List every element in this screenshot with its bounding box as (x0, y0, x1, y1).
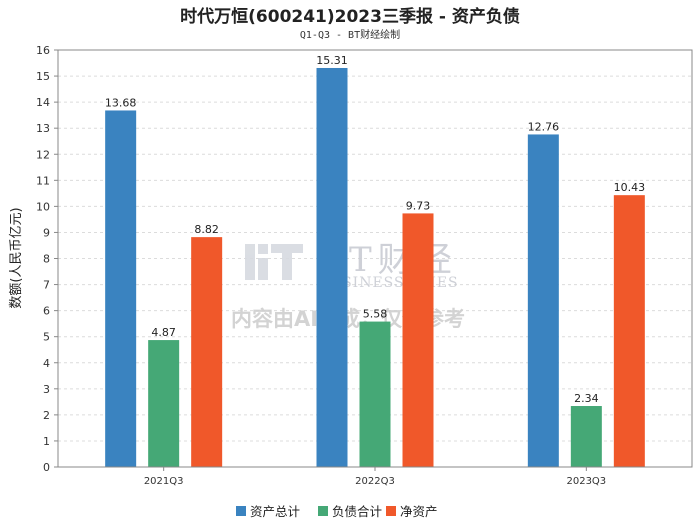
bar-2-2 (613, 195, 645, 467)
value-labels: 13.68 4.87 8.82 15.31 5.58 9.73 12.76 2.34 10.43 (105, 54, 645, 405)
value-label-1-2: 2.34 (574, 392, 599, 405)
bar-1-2 (570, 406, 602, 467)
y-tick-label: 9 (43, 226, 50, 239)
grid-lines (58, 75, 692, 442)
legend-label-1: 负债合计 (332, 504, 382, 519)
value-label-1-1: 5.58 (363, 308, 388, 321)
y-tick-label: 12 (36, 148, 50, 161)
y-tick-label: 16 (36, 44, 50, 57)
y-tick-label: 14 (36, 96, 50, 109)
watermark-logo (245, 244, 303, 280)
y-tick-label: 4 (43, 357, 50, 370)
bars (105, 67, 645, 467)
x-tick-label: 2022Q3 (355, 476, 395, 487)
bar-2-1 (402, 213, 434, 467)
legend: 资产总计 负债合计 净资产 (236, 504, 438, 519)
y-tick-label: 3 (43, 383, 50, 396)
bar-1-1 (359, 321, 391, 467)
legend-swatch-0 (236, 506, 246, 516)
bar-2-0 (191, 237, 223, 467)
bar-0-0 (105, 110, 137, 467)
chart-title: 时代万恒(600241)2023三季报 - 资产负债 (180, 6, 520, 27)
y-tick-label: 11 (36, 174, 50, 187)
y-tick-label: 0 (43, 461, 50, 474)
chart-subtitle: Q1-Q3 - BT财经绘制 (300, 28, 400, 41)
y-tick-label: 6 (43, 305, 50, 318)
legend-swatch-2 (386, 506, 396, 516)
value-label-1-0: 4.87 (151, 326, 176, 339)
bar-1-0 (148, 340, 180, 467)
bar-0-2 (527, 134, 559, 467)
legend-label-0: 资产总计 (250, 504, 300, 519)
y-tick-label: 5 (43, 331, 50, 344)
value-label-0-1: 15.31 (316, 54, 348, 67)
y-axis-label: 数额(人民币亿元) (9, 207, 24, 308)
y-tick-label: 8 (43, 253, 50, 266)
y-tick-label: 1 (43, 435, 50, 448)
x-tick-label: 2023Q3 (566, 476, 606, 487)
y-tick-label: 15 (36, 70, 50, 83)
bar-0-1 (316, 67, 348, 467)
value-label-2-1: 9.73 (406, 199, 431, 212)
legend-label-2: 净资产 (400, 504, 438, 519)
value-label-0-0: 13.68 (105, 96, 137, 109)
y-tick-label: 10 (36, 200, 50, 213)
y-tick-label: 2 (43, 409, 50, 422)
y-tick-label: 13 (36, 122, 50, 135)
value-label-2-0: 8.82 (194, 223, 219, 236)
x-axis-ticks: 2021Q3 2022Q3 2023Q3 (144, 467, 606, 487)
value-label-0-2: 12.76 (528, 120, 560, 133)
legend-swatch-1 (318, 506, 328, 516)
y-tick-label: 7 (43, 279, 50, 292)
value-label-2-2: 10.43 (614, 181, 646, 194)
x-tick-label: 2021Q3 (144, 476, 184, 487)
